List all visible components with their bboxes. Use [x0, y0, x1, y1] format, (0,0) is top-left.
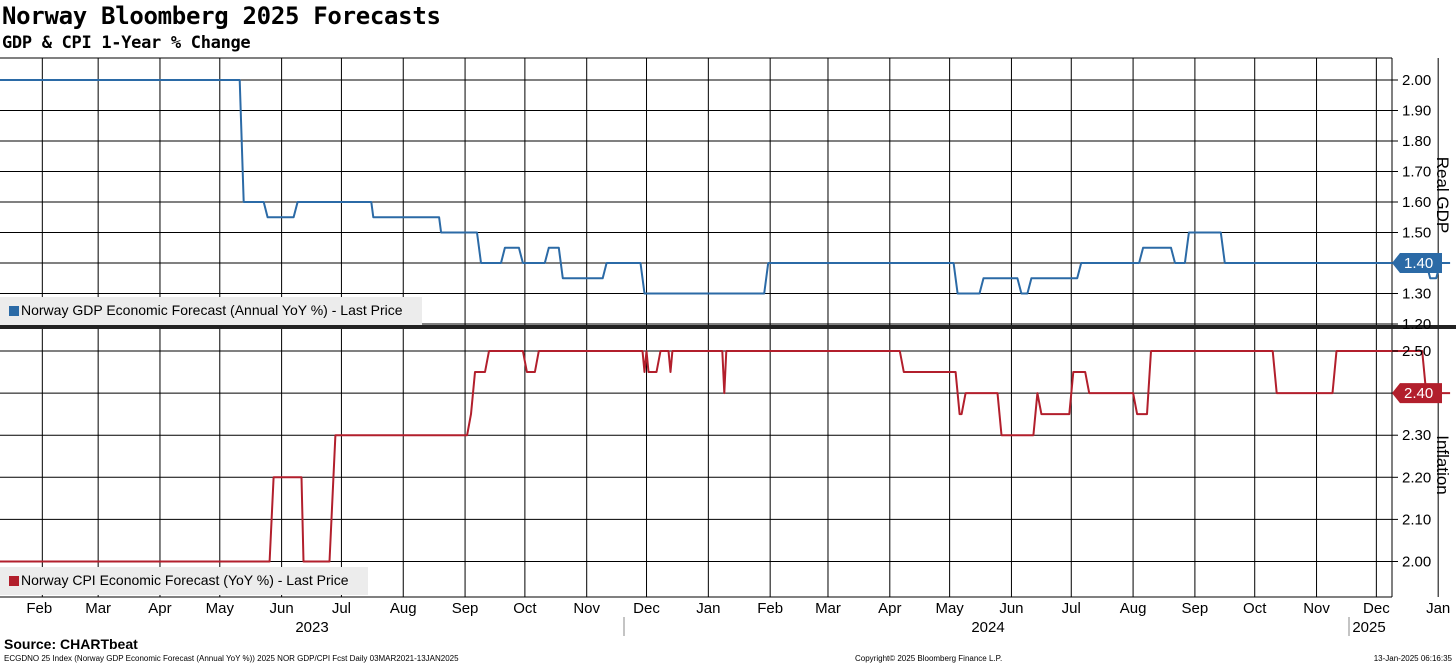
series-layer: [0, 79, 1451, 563]
x-tick-label: Feb: [757, 600, 783, 617]
x-year-label: 2025: [1352, 619, 1385, 636]
x-tick-label: Jul: [1062, 600, 1081, 617]
x-tick-label: Sep: [1182, 600, 1209, 617]
x-tick-label: Mar: [85, 600, 111, 617]
y-tick-label: 2.00: [1402, 554, 1431, 571]
chart-subtitle: GDP & CPI 1-Year % Change: [2, 33, 251, 53]
tick-layer: Feb Mar Apr May Jun Jul Aug Sep Oct Nov Dec Jan Feb M…: [26, 72, 1452, 636]
x-tick-label: Oct: [513, 600, 537, 617]
cpi-last-price-badge: 2.40: [1392, 383, 1442, 404]
gdp-axis-title: Real GDP: [1433, 157, 1452, 234]
x-tick-label: Dec: [1363, 600, 1390, 617]
x-year-label: 2023: [295, 619, 328, 636]
y-tick-label: 2.00: [1402, 72, 1431, 89]
x-tick-label: Dec: [633, 600, 660, 617]
x-tick-label: Nov: [573, 600, 600, 617]
x-tick-label: Jun: [999, 600, 1023, 617]
gdp-last-price-badge: 1.40: [1392, 253, 1442, 273]
footer-copyright: Copyright© 2025 Bloomberg Finance L.P.: [855, 654, 1003, 663]
svg-text:Norway GDP Economic Forecast (: Norway GDP Economic Forecast (Annual YoY…: [21, 302, 403, 318]
x-year-label: 2024: [971, 619, 1004, 636]
x-tick-label: Feb: [26, 600, 52, 617]
svg-text:Norway CPI Economic Forecast (: Norway CPI Economic Forecast (YoY %) - L…: [21, 572, 349, 588]
x-tick-label: Apr: [878, 600, 901, 617]
y-tick-label: 2.10: [1402, 511, 1431, 528]
y-tick-label: 1.70: [1402, 164, 1431, 181]
gdp-legend: Norway GDP Economic Forecast (Annual YoY…: [0, 297, 422, 325]
x-tick-label: Sep: [452, 600, 479, 617]
gdp-series-line: [0, 79, 1451, 295]
y-tick-label: 1.80: [1402, 133, 1431, 150]
cpi-axis-title: Inflation: [1433, 435, 1452, 495]
legend-layer: Norway GDP Economic Forecast (Annual YoY…: [0, 297, 422, 595]
y-tick-label: 1.20: [1402, 316, 1431, 333]
x-tick-label: Jun: [270, 600, 294, 617]
chart: Feb Mar Apr May Jun Jul Aug Sep Oct Nov Dec Jan Feb M…: [0, 57, 1456, 636]
chart-frame: [0, 57, 1456, 598]
x-tick-label: Nov: [1303, 600, 1330, 617]
y-tick-label: 1.50: [1402, 225, 1431, 242]
source-note: Source: CHARTbeat: [4, 636, 138, 652]
panel-divider: [0, 325, 1456, 329]
cpi-legend: Norway CPI Economic Forecast (YoY %) - L…: [0, 567, 368, 595]
y-tick-label: 2.30: [1402, 427, 1431, 444]
svg-text:1.40: 1.40: [1404, 255, 1433, 272]
x-tick-label: Aug: [390, 600, 417, 617]
y-tick-label: 1.60: [1402, 194, 1431, 211]
footer-timestamp: 13-Jan-2025 06:16:35: [1373, 654, 1452, 663]
y-tick-label: 2.50: [1402, 343, 1431, 360]
x-tick-label: May: [935, 600, 964, 617]
y-tick-label: 1.90: [1402, 103, 1431, 120]
y-tick-label: 1.30: [1402, 286, 1431, 303]
y-tick-label: 2.20: [1402, 469, 1431, 486]
x-tick-label: Aug: [1120, 600, 1147, 617]
x-tick-label: Jul: [332, 600, 351, 617]
cpi-series-line: [0, 350, 1451, 563]
x-tick-label: Jan: [1426, 600, 1450, 617]
x-tick-label: Apr: [148, 600, 171, 617]
footer-index-info: ECGDNO 25 Index (Norway GDP Economic For…: [4, 654, 459, 663]
x-tick-label: May: [206, 600, 235, 617]
chart-title: Norway Bloomberg 2025 Forecasts: [2, 2, 441, 30]
x-tick-label: Oct: [1243, 600, 1267, 617]
x-tick-label: Jan: [696, 600, 720, 617]
x-tick-label: Mar: [815, 600, 841, 617]
svg-text:2.40: 2.40: [1404, 385, 1433, 402]
